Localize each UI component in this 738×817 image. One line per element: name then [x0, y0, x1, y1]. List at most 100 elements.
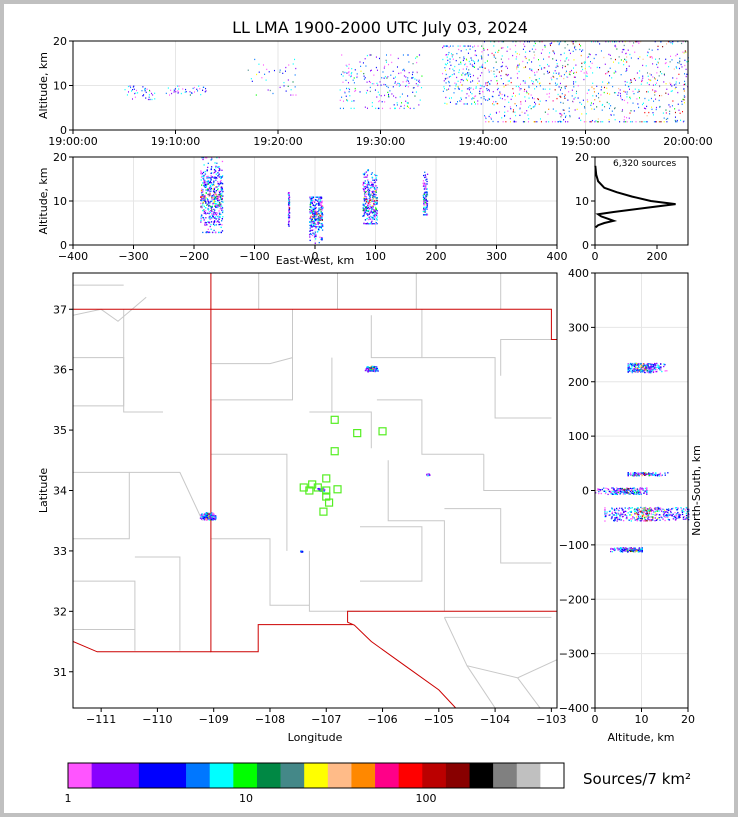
ew-source-point	[314, 242, 316, 244]
map-source-point	[369, 368, 371, 371]
time-height-source-point	[562, 102, 564, 104]
time-height-source-point	[584, 67, 586, 70]
time-height-source-point	[565, 58, 567, 60]
map-source-point	[209, 518, 212, 520]
time-height-source-point	[413, 107, 415, 110]
time-height-source-point	[646, 121, 648, 123]
time-height-source-point	[445, 64, 447, 66]
ew-source-point	[220, 213, 222, 216]
ew-source-point	[217, 195, 219, 198]
time-height-source-point	[471, 98, 473, 100]
map-source-point	[200, 515, 202, 517]
ns-source-point	[612, 548, 614, 550]
ew-source-point	[204, 157, 206, 159]
time-height-source-point	[540, 121, 542, 123]
ew-source-point	[314, 213, 316, 215]
ew-source-point	[374, 193, 376, 196]
time-height-source-point	[412, 87, 414, 89]
ew-source-point	[219, 213, 221, 215]
time-height-source-point	[501, 117, 503, 119]
time-height-source-point	[599, 43, 601, 45]
ew-source-point	[209, 186, 211, 188]
ew-source-point	[372, 185, 375, 187]
time-height-source-point	[451, 53, 453, 55]
time-height-source-point	[542, 88, 544, 90]
ew-source-point	[210, 178, 212, 180]
time-height-source-point	[444, 63, 446, 65]
colorbar-swatch	[422, 763, 447, 788]
ns-source-point	[628, 507, 630, 509]
ew-source-point	[423, 200, 425, 202]
time-height-source-point	[486, 84, 488, 87]
time-height-source-point	[460, 81, 462, 83]
ew-source-point	[424, 184, 426, 186]
time-height-source-point	[448, 46, 450, 48]
time-height-source-point	[488, 115, 490, 118]
map-xtick-label: −103	[536, 713, 566, 726]
time-height-source-point	[633, 77, 635, 80]
ew-source-point	[364, 203, 367, 205]
ns-source-point	[621, 487, 623, 490]
ew-source-point	[366, 217, 368, 220]
ew-source-point	[215, 190, 218, 192]
time-height-source-point	[512, 88, 514, 90]
ns-source-point	[653, 511, 655, 513]
time-height-source-point	[180, 92, 182, 95]
time-height-source-point	[481, 51, 483, 53]
time-height-source-point	[445, 73, 447, 76]
ns-source-point	[664, 519, 666, 522]
ew-source-point	[369, 187, 372, 190]
time-height-source-point	[461, 90, 463, 92]
time-height-source-point	[580, 54, 582, 57]
ns-source-point	[662, 514, 665, 516]
time-height-source-point	[623, 121, 625, 123]
ns-source-point	[647, 518, 649, 520]
time-height-source-point	[493, 70, 495, 73]
ew-source-point	[375, 209, 377, 211]
time-height-source-point	[354, 87, 356, 90]
time-height-source-point	[370, 54, 372, 56]
ew-source-point	[288, 220, 290, 222]
time-height-source-point	[494, 51, 496, 54]
ew-source-point	[203, 197, 205, 199]
time-height-source-point	[682, 110, 684, 113]
ew-source-point	[204, 181, 206, 184]
time-height-source-point	[676, 77, 678, 80]
time-height-source-point	[684, 83, 686, 85]
ns-source-point	[611, 551, 614, 553]
ew-source-point	[422, 185, 425, 187]
time-height-source-point	[669, 113, 671, 115]
ew-source-point	[207, 221, 209, 223]
ns-source-point	[645, 490, 647, 492]
ns-source-point	[638, 493, 641, 495]
time-height-source-point	[653, 100, 655, 102]
ew-source-point	[367, 183, 369, 185]
time-height-source-point	[501, 98, 503, 100]
ns-source-point	[630, 514, 633, 516]
time-height-source-point	[364, 77, 366, 79]
time-height-source-point	[409, 107, 411, 110]
map-xtick-label: −105	[424, 713, 454, 726]
ns-source-point	[621, 551, 624, 553]
time-height-source-point	[630, 79, 632, 81]
ew-source-point	[219, 223, 221, 226]
ew-source-point	[288, 197, 290, 200]
time-height-source-point	[526, 62, 528, 64]
ew-source-point	[215, 231, 217, 234]
time-height-source-point	[455, 103, 457, 105]
ns-source-point	[656, 509, 658, 511]
time-height-source-point	[399, 96, 401, 98]
time-height-source-point	[573, 81, 575, 83]
ew-source-point	[372, 214, 375, 217]
ew-source-point	[207, 193, 209, 196]
time-height-source-point	[550, 77, 552, 79]
ew-source-point	[369, 193, 371, 195]
time-height-source-point	[575, 92, 577, 95]
time-height-source-point	[603, 86, 605, 89]
ew-source-point	[320, 212, 322, 214]
ew-source-point	[218, 185, 220, 187]
time-height-source-point	[656, 79, 658, 82]
time-height-source-point	[676, 121, 678, 123]
ns-source-point	[610, 493, 612, 495]
time-height-source-point	[515, 121, 517, 123]
